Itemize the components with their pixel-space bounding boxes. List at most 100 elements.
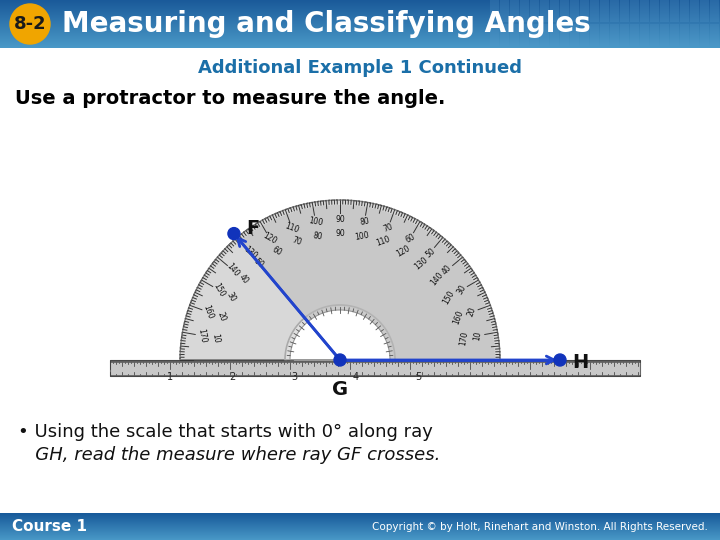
- Circle shape: [554, 354, 566, 366]
- FancyBboxPatch shape: [0, 11, 720, 12]
- FancyBboxPatch shape: [0, 516, 720, 517]
- Text: 150: 150: [211, 281, 226, 299]
- Text: GH, read the measure where ray GF crosses.: GH, read the measure where ray GF crosse…: [18, 446, 441, 464]
- FancyBboxPatch shape: [0, 514, 720, 515]
- Text: Measuring and Classifying Angles: Measuring and Classifying Angles: [62, 10, 590, 38]
- FancyBboxPatch shape: [510, 0, 519, 22]
- FancyBboxPatch shape: [0, 30, 720, 31]
- Text: 10: 10: [211, 333, 221, 343]
- FancyBboxPatch shape: [0, 43, 720, 44]
- FancyBboxPatch shape: [0, 529, 720, 530]
- Text: 50: 50: [423, 246, 436, 259]
- FancyBboxPatch shape: [600, 0, 609, 22]
- FancyBboxPatch shape: [0, 4, 720, 5]
- Text: 160: 160: [202, 304, 215, 320]
- FancyBboxPatch shape: [0, 528, 720, 529]
- FancyBboxPatch shape: [0, 517, 720, 518]
- FancyBboxPatch shape: [0, 28, 720, 29]
- Text: H: H: [572, 353, 588, 372]
- Text: 2: 2: [229, 372, 235, 382]
- FancyBboxPatch shape: [0, 45, 720, 46]
- FancyBboxPatch shape: [0, 538, 720, 539]
- FancyBboxPatch shape: [0, 537, 720, 538]
- FancyBboxPatch shape: [0, 535, 720, 536]
- FancyBboxPatch shape: [0, 37, 720, 38]
- FancyBboxPatch shape: [640, 24, 649, 46]
- Text: Additional Example 1 Continued: Additional Example 1 Continued: [198, 59, 522, 77]
- FancyBboxPatch shape: [590, 0, 599, 22]
- FancyBboxPatch shape: [700, 24, 709, 46]
- FancyBboxPatch shape: [520, 0, 529, 22]
- FancyBboxPatch shape: [500, 0, 509, 22]
- FancyBboxPatch shape: [610, 0, 619, 22]
- FancyBboxPatch shape: [570, 24, 579, 46]
- FancyBboxPatch shape: [0, 7, 720, 8]
- Text: 110: 110: [284, 222, 300, 235]
- FancyBboxPatch shape: [500, 24, 509, 46]
- FancyBboxPatch shape: [0, 46, 720, 47]
- FancyBboxPatch shape: [690, 0, 699, 22]
- FancyBboxPatch shape: [650, 0, 659, 22]
- Polygon shape: [240, 205, 495, 360]
- Text: 8-2: 8-2: [14, 15, 46, 33]
- Text: 4: 4: [353, 372, 359, 382]
- Text: • Using the scale that starts with 0° along ray: • Using the scale that starts with 0° al…: [18, 423, 433, 441]
- FancyBboxPatch shape: [0, 23, 720, 24]
- FancyBboxPatch shape: [0, 13, 720, 14]
- FancyBboxPatch shape: [700, 0, 709, 22]
- Text: F: F: [246, 219, 259, 238]
- FancyBboxPatch shape: [0, 534, 720, 535]
- FancyBboxPatch shape: [510, 24, 519, 46]
- Text: 40: 40: [237, 272, 250, 286]
- FancyBboxPatch shape: [630, 0, 639, 22]
- FancyBboxPatch shape: [0, 1, 720, 2]
- Text: 100: 100: [307, 217, 323, 228]
- FancyBboxPatch shape: [0, 9, 720, 10]
- FancyBboxPatch shape: [0, 8, 720, 9]
- FancyBboxPatch shape: [710, 0, 719, 22]
- Text: 1: 1: [167, 372, 173, 382]
- FancyBboxPatch shape: [0, 519, 720, 520]
- FancyBboxPatch shape: [0, 33, 720, 34]
- Text: 30: 30: [225, 291, 237, 303]
- FancyBboxPatch shape: [0, 16, 720, 17]
- Text: 60: 60: [271, 245, 284, 257]
- FancyBboxPatch shape: [0, 515, 720, 516]
- FancyBboxPatch shape: [0, 2, 720, 3]
- Text: 80: 80: [359, 217, 370, 227]
- FancyBboxPatch shape: [0, 35, 720, 36]
- FancyBboxPatch shape: [0, 20, 720, 21]
- Text: 170: 170: [197, 328, 208, 343]
- FancyBboxPatch shape: [0, 24, 720, 25]
- FancyBboxPatch shape: [0, 38, 720, 39]
- FancyBboxPatch shape: [0, 5, 720, 6]
- Text: 130: 130: [242, 245, 258, 261]
- FancyBboxPatch shape: [540, 0, 549, 22]
- FancyBboxPatch shape: [0, 40, 720, 41]
- FancyBboxPatch shape: [660, 24, 669, 46]
- Text: 110: 110: [375, 235, 392, 248]
- FancyBboxPatch shape: [0, 0, 720, 1]
- FancyBboxPatch shape: [680, 0, 689, 22]
- FancyBboxPatch shape: [580, 0, 589, 22]
- Text: 20: 20: [216, 311, 228, 323]
- FancyBboxPatch shape: [0, 31, 720, 32]
- FancyBboxPatch shape: [0, 15, 720, 16]
- FancyBboxPatch shape: [0, 530, 720, 531]
- Text: 3: 3: [291, 372, 297, 382]
- Text: 5: 5: [415, 372, 421, 382]
- FancyBboxPatch shape: [660, 0, 669, 22]
- Text: G: G: [332, 380, 348, 399]
- Text: 20: 20: [466, 306, 477, 318]
- FancyBboxPatch shape: [570, 0, 579, 22]
- Text: 170: 170: [459, 330, 469, 346]
- Text: 90: 90: [335, 215, 345, 225]
- FancyBboxPatch shape: [0, 36, 720, 37]
- FancyBboxPatch shape: [0, 32, 720, 33]
- FancyBboxPatch shape: [580, 24, 589, 46]
- Text: 70: 70: [382, 222, 394, 234]
- Polygon shape: [180, 200, 500, 360]
- FancyBboxPatch shape: [0, 521, 720, 522]
- FancyBboxPatch shape: [710, 24, 719, 46]
- FancyBboxPatch shape: [540, 24, 549, 46]
